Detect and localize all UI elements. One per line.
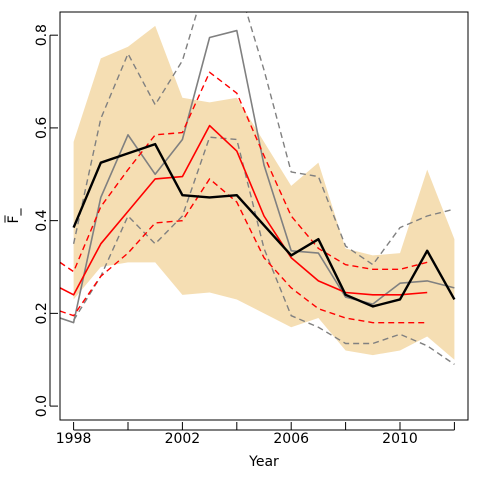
y-axis-title: F̅_ [4,207,22,223]
y-tick-label: 0.8 [34,24,50,46]
x-axis-title: Year [248,454,279,470]
series-line-7 [72,142,456,308]
x-tick-label: 1998 [56,431,92,447]
y-tick-label: 0.2 [34,302,50,324]
y-tick-label: 0.4 [34,209,50,231]
x-tick-label: 2010 [382,431,418,447]
y-axis: 0.0 0.2 0.4 0.6 0.8 [34,24,58,417]
series-line-1 [60,29,455,324]
plot-frame [59,11,469,421]
x-tick-label: 2002 [165,431,201,447]
x-axis: 1998 2002 2006 2010 [56,422,455,447]
series-line-4 [60,124,428,296]
x-tick-label: 2006 [273,431,309,447]
series-line-2 [72,12,455,266]
y-tick-label: 0.6 [34,117,50,139]
confidence-band [73,25,455,360]
y-tick-label: 0.0 [34,395,50,417]
series-layer [60,12,456,365]
band-layer [73,25,455,360]
series-line-3 [73,136,455,365]
series-line-6 [60,178,428,324]
series-line-5 [60,71,428,273]
